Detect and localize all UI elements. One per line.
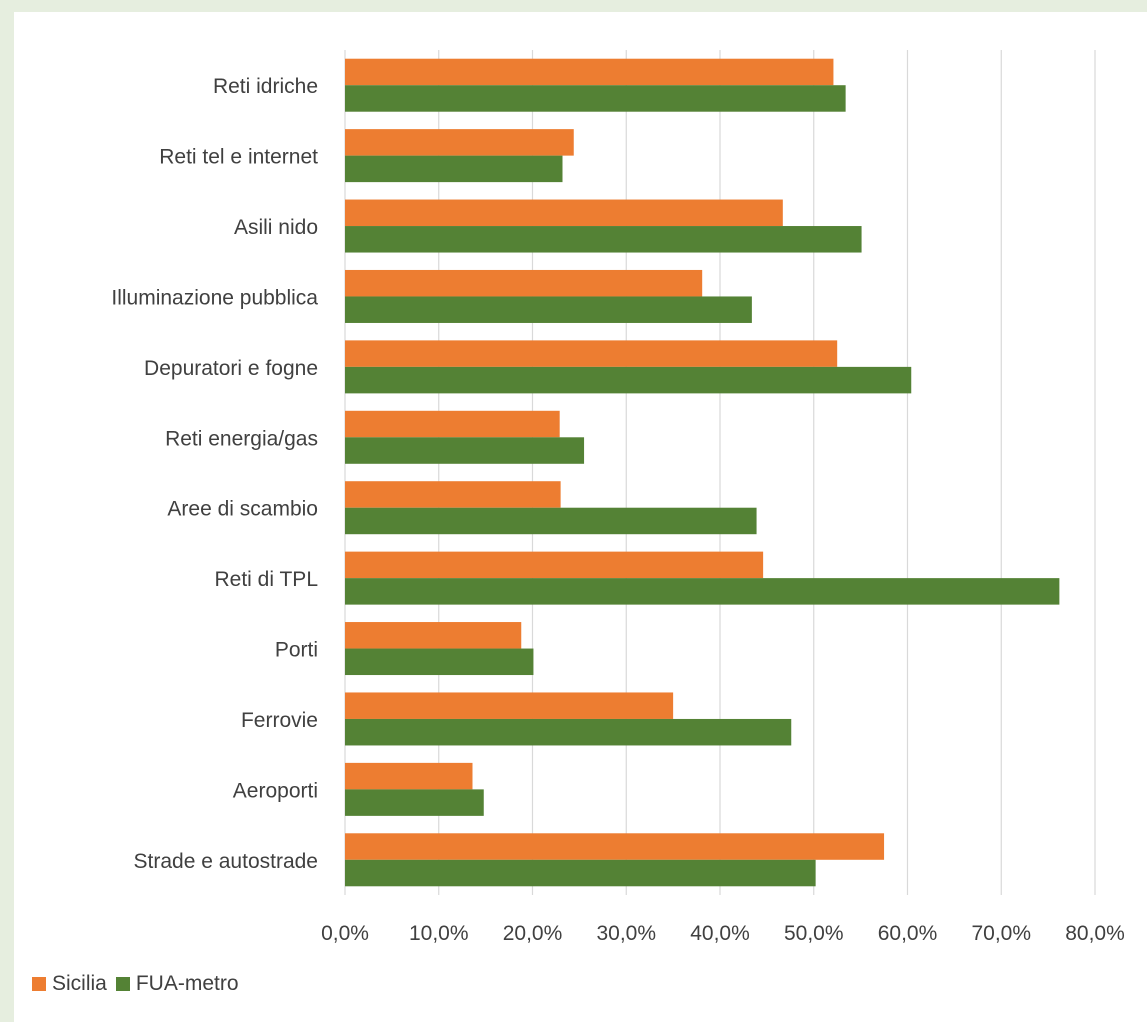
- bar-sicilia: [345, 762, 473, 790]
- bar-sicilia: [345, 58, 834, 86]
- category-label: Reti tel e internet: [159, 146, 318, 169]
- bar-fua-metro: [345, 718, 792, 746]
- x-tick-label: 80,0%: [1065, 922, 1125, 945]
- bar-fua-metro: [345, 155, 563, 183]
- x-tick-label: 10,0%: [409, 922, 469, 945]
- gridlines: [344, 50, 1096, 895]
- bar-fua-metro: [345, 296, 752, 323]
- legend-item-sicilia: Sicilia: [32, 972, 107, 996]
- legend-swatch-sicilia: [32, 977, 46, 991]
- bar-sicilia: [345, 692, 674, 719]
- legend-swatch-fua-metro: [115, 977, 130, 991]
- category-label: Aeroporti: [233, 779, 318, 802]
- category-label: Aree di scambio: [167, 498, 318, 521]
- bar-fua-metro: [345, 789, 484, 816]
- bar-sicilia: [345, 129, 574, 156]
- x-tick-labels: 0,0% 10,0% 20,0% 30,0% 40,0% 50,0% 60,0% 70,0% 8…: [321, 922, 1125, 945]
- bar-fua-metro: [345, 366, 912, 394]
- bar-sicilia: [345, 833, 885, 860]
- category-labels: Reti idriche Reti tel e internet Asili nid…: [111, 75, 318, 873]
- category-label: Asili nido: [234, 216, 318, 239]
- category-label: Strade e autostrade: [134, 850, 318, 873]
- x-tick-label: 20,0%: [503, 922, 563, 945]
- bars: [345, 58, 1060, 887]
- legend-label-fua-metro: FUA-metro: [135, 972, 239, 995]
- bar-sicilia: [345, 269, 703, 297]
- x-tick-label: 30,0%: [596, 922, 656, 945]
- x-tick-label: 70,0%: [971, 922, 1031, 945]
- category-label: Depuratori e fogne: [144, 357, 318, 380]
- category-label: Porti: [275, 639, 318, 662]
- bar-fua-metro: [345, 648, 534, 676]
- category-label: Reti energia/gas: [165, 427, 318, 450]
- bar-sicilia: [345, 551, 764, 579]
- x-tick-label: 60,0%: [878, 922, 938, 945]
- bar-fua-metro: [345, 507, 757, 535]
- legend-item-fua-metro: FUA-metro: [115, 972, 239, 996]
- x-tick-label: 50,0%: [784, 922, 844, 945]
- legend: Sicilia FUA-metro: [32, 972, 248, 996]
- bar-fua-metro: [345, 85, 846, 112]
- x-tick-label: 0,0%: [321, 922, 369, 945]
- bar-sicilia: [345, 622, 522, 649]
- bar-sicilia: [345, 481, 561, 508]
- category-label: Illuminazione pubblica: [111, 286, 318, 309]
- bar-fua-metro: [345, 859, 816, 887]
- bar-sicilia: [345, 199, 783, 227]
- legend-label-sicilia: Sicilia: [52, 972, 107, 995]
- bar-fua-metro: [345, 226, 862, 253]
- bar-sicilia: [345, 340, 838, 367]
- bar-sicilia: [345, 410, 560, 438]
- category-label: Ferrovie: [241, 709, 318, 732]
- x-tick-label: 40,0%: [690, 922, 750, 945]
- category-label: Reti di TPL: [215, 568, 319, 591]
- category-label: Reti idriche: [213, 75, 318, 98]
- bar-fua-metro: [345, 437, 585, 464]
- bar-fua-metro: [345, 578, 1060, 605]
